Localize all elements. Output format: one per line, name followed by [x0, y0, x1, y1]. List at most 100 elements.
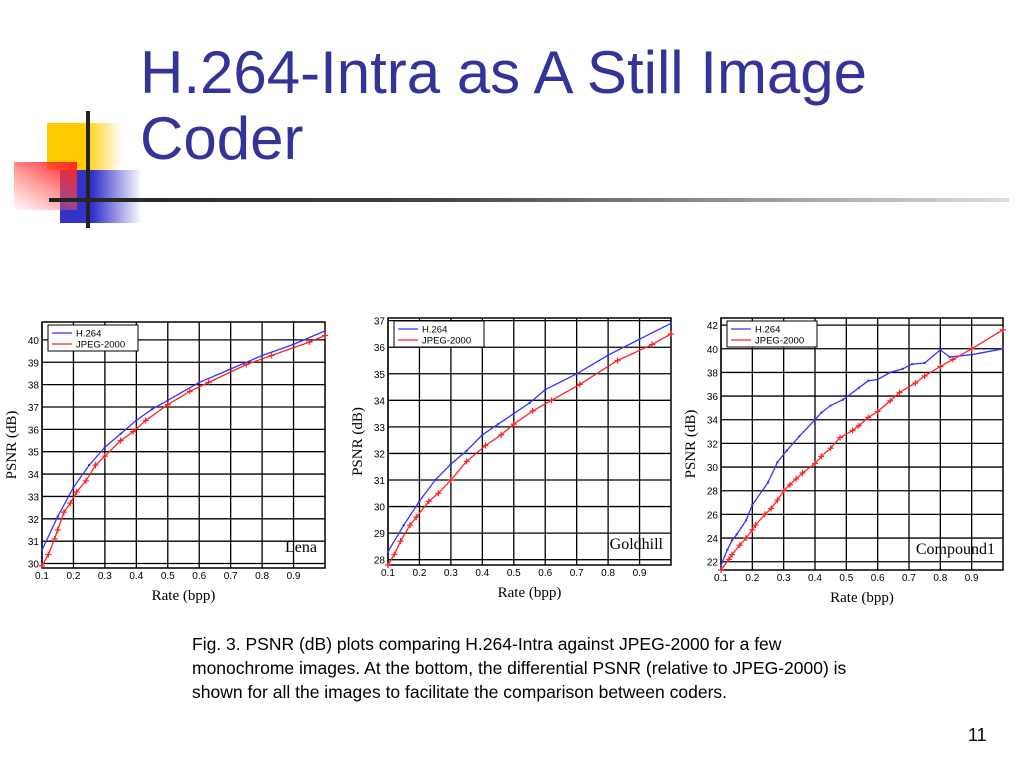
data-point: [837, 434, 844, 441]
data-point: [910, 362, 914, 366]
data-point: [948, 355, 951, 359]
x-tick-label: 0.9: [287, 571, 301, 582]
data-point: [1001, 347, 1005, 350]
data-point: [649, 341, 656, 348]
x-tick-label: 0.3: [98, 571, 112, 582]
x-tick-label: 0.1: [35, 571, 49, 582]
y-tick-label: 26: [707, 510, 719, 521]
data-point: [92, 462, 99, 469]
data-point: [385, 562, 391, 568]
data-point: [1000, 326, 1006, 333]
data-point: [614, 357, 621, 364]
legend-label: H.264: [755, 325, 780, 336]
data-point: [968, 345, 975, 352]
data-point: [528, 401, 531, 405]
data-point: [150, 408, 154, 411]
data-point: [949, 356, 956, 363]
y-tick-label: 30: [374, 503, 386, 514]
y-tick-label: 39: [28, 358, 40, 369]
data-point: [751, 503, 754, 507]
data-point: [54, 526, 61, 533]
legend-label: JPEG-2000: [422, 336, 471, 347]
data-point: [669, 322, 673, 325]
x-tick-label: 0.5: [839, 573, 853, 584]
data-point: [774, 497, 781, 504]
y-tick-label: 28: [707, 487, 719, 498]
data-point: [970, 353, 973, 356]
data-point: [575, 372, 578, 375]
data-point: [606, 353, 610, 357]
data-point: [205, 379, 212, 386]
legend: [393, 320, 485, 348]
data-point: [874, 408, 881, 415]
x-tick-label: 0.9: [633, 568, 647, 579]
data-point: [101, 453, 108, 460]
x-tick-label: 0.2: [745, 573, 759, 584]
data-point: [72, 486, 75, 489]
data-point: [638, 338, 641, 341]
data-point: [548, 397, 555, 404]
data-point: [876, 378, 879, 381]
y-tick-label: 30: [28, 560, 40, 571]
data-point: [786, 481, 793, 488]
data-point: [719, 564, 723, 567]
data-point: [867, 379, 870, 382]
data-point: [386, 550, 390, 553]
data-point: [726, 548, 729, 552]
data-point: [857, 386, 861, 390]
x-tick-label: 0.3: [444, 568, 458, 579]
data-point: [142, 417, 149, 424]
legend-label: H.264: [76, 329, 101, 340]
x-tick-label: 0.3: [777, 573, 791, 584]
y-tick-label: 37: [28, 403, 40, 414]
x-tick-label: 0.8: [601, 568, 615, 579]
data-point: [798, 435, 801, 438]
figure-caption: Fig. 3. PSNR (dB) plots comparing H.264-…: [192, 634, 847, 702]
data-point: [529, 407, 536, 414]
data-point: [40, 548, 44, 552]
data-point: [849, 427, 856, 434]
data-point: [45, 551, 52, 558]
data-point: [937, 363, 944, 370]
x-tick-label: 0.4: [129, 571, 143, 582]
data-point: [391, 551, 398, 558]
data-point: [130, 428, 137, 435]
data-point: [229, 367, 232, 371]
y-tick-label: 35: [374, 370, 386, 381]
y-axis-label: PSNR (dB): [350, 407, 366, 476]
x-tick-label: 0.2: [66, 571, 80, 582]
data-point: [813, 418, 817, 421]
data-point: [842, 398, 845, 401]
data-point: [766, 481, 770, 484]
data-point: [61, 509, 68, 516]
data-point: [186, 388, 193, 395]
x-tick-label: 0.5: [161, 571, 175, 582]
y-tick-label: 35: [28, 448, 40, 459]
data-point: [481, 433, 484, 437]
data-point: [56, 515, 59, 518]
x-tick-label: 0.8: [255, 571, 269, 582]
data-point: [83, 477, 90, 484]
y-tick-label: 32: [374, 449, 386, 460]
y-tick-label: 32: [28, 515, 40, 526]
data-point: [447, 477, 454, 484]
y-tick-label: 34: [707, 416, 719, 427]
slide-title: H.264-Intra as A Still Image Coder: [140, 39, 868, 172]
x-tick-label: 0.5: [507, 568, 521, 579]
legend-label: JPEG-2000: [76, 340, 125, 351]
data-point: [728, 551, 735, 558]
y-tick-label: 22: [707, 558, 719, 569]
data-point: [260, 354, 264, 357]
x-axis-label: Rate (bpp): [498, 585, 562, 601]
data-point: [544, 388, 547, 391]
data-point: [119, 432, 122, 436]
x-tick-label: 0.7: [902, 573, 916, 584]
y-tick-label: 36: [374, 343, 386, 354]
y-tick-label: 33: [28, 492, 40, 503]
data-point: [743, 535, 750, 542]
data-point: [820, 411, 823, 414]
data-point: [397, 538, 404, 545]
data-point: [243, 361, 250, 368]
